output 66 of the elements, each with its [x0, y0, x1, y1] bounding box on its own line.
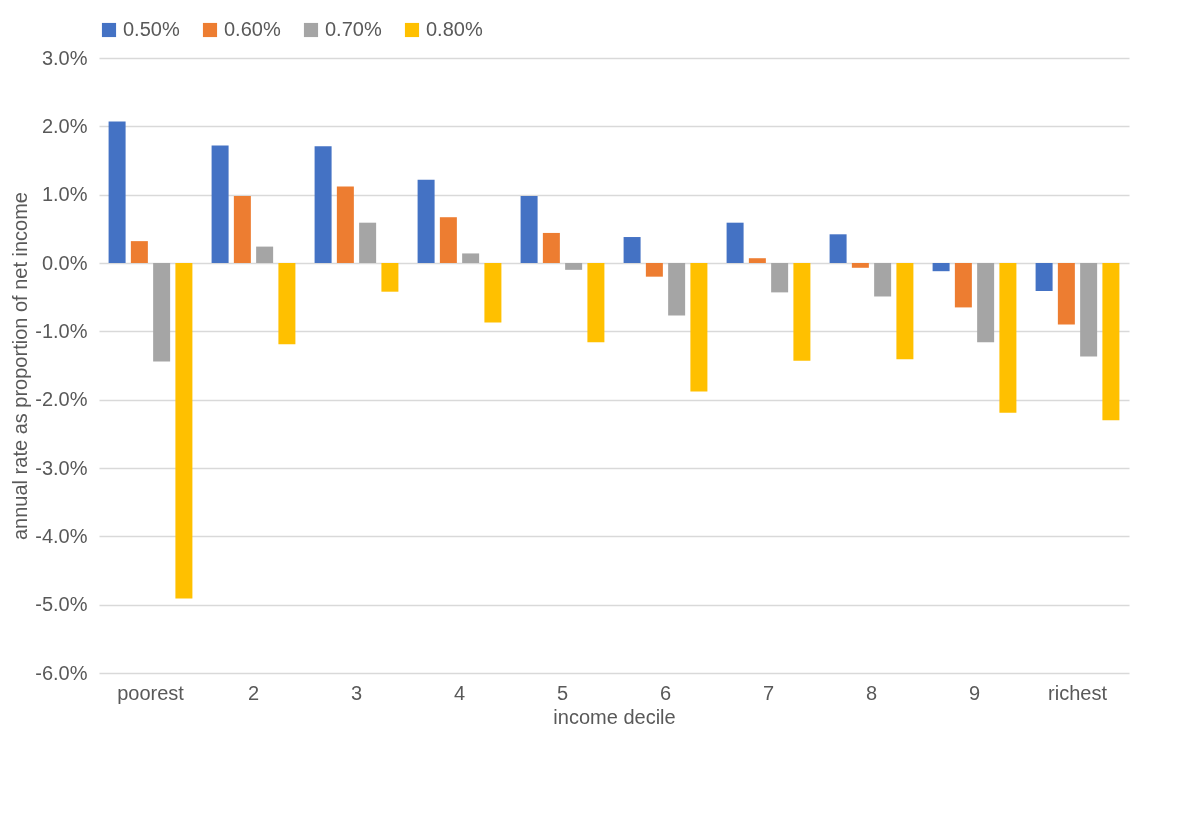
y-tick-label: -3.0% [35, 456, 88, 479]
bar [726, 222, 744, 263]
bar [748, 258, 766, 263]
bar [439, 217, 457, 263]
y-tick-label: 3.0% [41, 46, 88, 69]
bar [587, 263, 605, 343]
bar [211, 145, 229, 263]
bar [1057, 263, 1075, 325]
legend-label: 0.80% [426, 18, 483, 40]
legend-label: 0.70% [325, 18, 382, 40]
bar [233, 196, 251, 263]
y-tick-label: 2.0% [41, 114, 88, 137]
bar [690, 263, 708, 392]
x-tick-label: 8 [865, 681, 878, 704]
y-tick-label: 1.0% [41, 183, 88, 206]
legend-label: 0.60% [224, 18, 281, 40]
y-tick-label: -6.0% [35, 661, 88, 684]
bar [1102, 263, 1120, 421]
bar [359, 222, 377, 263]
bar [108, 121, 126, 263]
bar [130, 241, 148, 263]
bar [793, 263, 811, 361]
bar [954, 263, 972, 308]
bar [542, 232, 560, 263]
bar [175, 263, 193, 599]
bar [153, 263, 171, 362]
x-tick-label: 7 [762, 681, 775, 704]
bar [256, 246, 274, 263]
bar [874, 263, 892, 297]
bar [932, 263, 950, 272]
bar [462, 253, 480, 263]
bar [829, 234, 847, 263]
x-axis-title: income decile [553, 705, 676, 728]
y-tick-label: -5.0% [35, 593, 88, 616]
y-axis-title: annual rate as proportion of net income [9, 192, 32, 540]
bar [1080, 263, 1098, 357]
x-tick-label: 5 [556, 681, 569, 704]
x-tick-label: 4 [453, 681, 466, 704]
x-tick-label: 6 [659, 681, 672, 704]
bar [645, 263, 663, 277]
y-tick-label: -2.0% [35, 388, 88, 411]
bar [771, 263, 789, 293]
bar [896, 263, 914, 360]
bar [668, 263, 686, 316]
y-tick-label: 0.0% [41, 251, 88, 274]
x-tick-label: richest [1048, 681, 1108, 704]
bar [336, 186, 354, 263]
bar [1035, 263, 1053, 292]
bar [381, 263, 399, 292]
bar [417, 179, 435, 263]
x-tick-label: 2 [247, 681, 260, 704]
bar [565, 263, 583, 270]
legend-label: 0.50% [123, 18, 180, 40]
x-tick-label: 3 [350, 681, 363, 704]
bar [278, 263, 296, 345]
bar [851, 263, 869, 268]
x-tick-label: poorest [117, 681, 185, 704]
bar [314, 146, 332, 263]
x-tick-label: 9 [968, 681, 981, 704]
bar [484, 263, 502, 323]
y-tick-label: -4.0% [35, 524, 88, 547]
y-tick-label: -1.0% [35, 319, 88, 342]
bar [623, 237, 641, 263]
bar [977, 263, 995, 343]
bar [999, 263, 1017, 413]
bar [520, 196, 538, 263]
